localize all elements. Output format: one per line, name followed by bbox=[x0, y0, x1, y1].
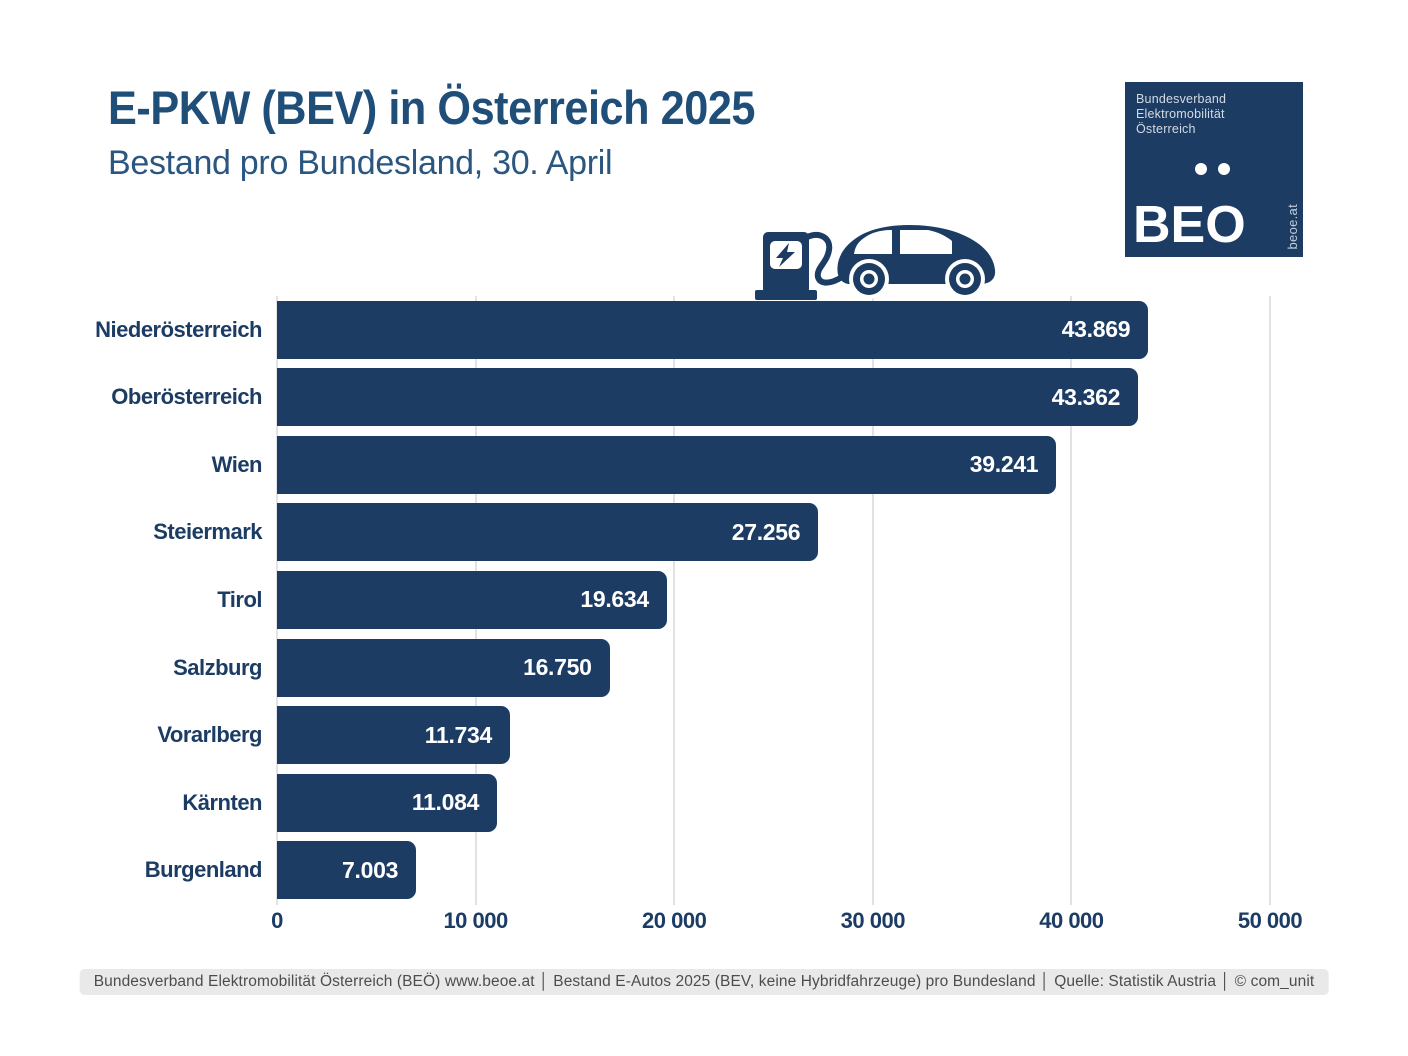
umlaut-dot-icon bbox=[1218, 163, 1230, 175]
bar-value-label: 16.750 bbox=[523, 654, 592, 680]
logo-org-line: Bundesverband bbox=[1136, 92, 1227, 106]
front-wheel-hub bbox=[863, 273, 875, 285]
chart-row: Salzburg 16.750 bbox=[0, 634, 1408, 702]
bar: 43.362 bbox=[277, 368, 1139, 427]
x-tick-label: 0 bbox=[271, 908, 283, 933]
category-label: Salzburg bbox=[173, 654, 262, 680]
bar-value-label: 39.241 bbox=[969, 451, 1039, 478]
bar: 11.084 bbox=[277, 773, 498, 832]
chart-row: Burgenland 7.003 bbox=[0, 836, 1408, 904]
gridline bbox=[871, 296, 874, 905]
charging-cable bbox=[804, 231, 845, 286]
bar-value-label: 11.734 bbox=[424, 721, 493, 748]
chart-row: Wien 39.241 bbox=[0, 431, 1408, 499]
bar: 16.750 bbox=[277, 638, 610, 697]
logo-acronym: BEO bbox=[1133, 196, 1246, 254]
ev-charging-car-icon bbox=[755, 225, 996, 300]
logo-org-line: Elektromobilität bbox=[1136, 107, 1225, 121]
logo-website: beoe.at bbox=[1285, 203, 1300, 249]
chart-row: Oberösterreich 43.362 bbox=[0, 364, 1408, 432]
x-tick-label: 40 000 bbox=[1039, 908, 1104, 933]
source-footer: Bundesverband Elektromobilität Österreic… bbox=[79, 969, 1329, 995]
bar-value-label: 19.634 bbox=[580, 586, 649, 613]
car-windshield bbox=[854, 230, 892, 254]
bar: 39.241 bbox=[277, 435, 1057, 494]
chart-row: Steiermark 27.256 bbox=[0, 499, 1408, 567]
chart-row: Niederösterreich 43.869 bbox=[0, 296, 1408, 364]
page-subtitle: Bestand pro Bundesland, 30. April bbox=[108, 144, 613, 182]
chart-rows: Niederösterreich 43.869 Oberösterreich 43.3… bbox=[0, 296, 1408, 904]
beo-logo: Bundesverband Elektromobilität Österreic… bbox=[1125, 82, 1303, 257]
bar: 19.634 bbox=[277, 570, 667, 629]
bar-value-label: 43.869 bbox=[1061, 316, 1131, 343]
category-label: Vorarlberg bbox=[157, 722, 262, 748]
lightning-bolt-icon bbox=[776, 243, 795, 267]
chart-row: Vorarlberg 11.734 bbox=[0, 701, 1408, 769]
logo-org-name: Bundesverband Elektromobilität Österreic… bbox=[1136, 92, 1226, 137]
category-label: Niederösterreich bbox=[95, 316, 262, 342]
bar-value-label: 7.003 bbox=[342, 856, 399, 883]
bar-value-label: 27.256 bbox=[731, 518, 801, 545]
bar: 7.003 bbox=[277, 841, 417, 900]
category-label: Wien bbox=[211, 451, 263, 477]
chart-row: Kärnten 11.084 bbox=[0, 769, 1408, 837]
x-tick-label: 30 000 bbox=[840, 908, 906, 933]
gridline bbox=[1269, 296, 1271, 905]
logo-org-line: Österreich bbox=[1136, 122, 1196, 136]
bar: 43.869 bbox=[277, 300, 1149, 359]
car-window bbox=[900, 230, 952, 254]
x-tick-label: 50 000 bbox=[1237, 908, 1303, 933]
bar-value-label: 11.084 bbox=[411, 789, 480, 816]
x-tick-label: 10 000 bbox=[443, 908, 508, 933]
gridline bbox=[1070, 296, 1073, 905]
gridline bbox=[673, 296, 676, 905]
x-tick-label: 20 000 bbox=[642, 908, 707, 933]
category-label: Kärnten bbox=[182, 789, 262, 815]
category-label: Oberösterreich bbox=[111, 384, 262, 410]
bar-value-label: 43.362 bbox=[1051, 383, 1121, 410]
bar: 11.734 bbox=[277, 706, 511, 765]
category-label: Tirol bbox=[217, 586, 262, 612]
bar: 27.256 bbox=[277, 503, 819, 562]
page-title: E-PKW (BEV) in Österreich 2025 bbox=[108, 81, 756, 134]
category-label: Burgenland bbox=[144, 857, 263, 883]
umlaut-dot-icon bbox=[1195, 163, 1207, 175]
chart-row: Tirol 19.634 bbox=[0, 566, 1408, 634]
category-label: Steiermark bbox=[153, 519, 262, 545]
rear-wheel-hub bbox=[959, 273, 971, 285]
